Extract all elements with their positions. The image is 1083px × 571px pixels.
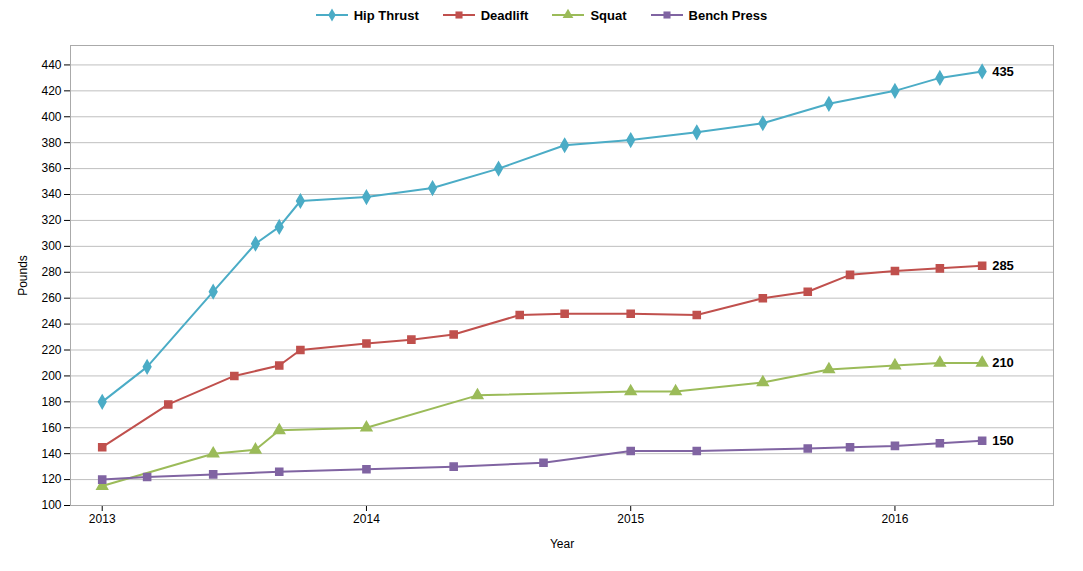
svg-text:2016: 2016 <box>882 512 909 526</box>
svg-text:300: 300 <box>41 239 61 253</box>
svg-text:200: 200 <box>41 369 61 383</box>
svg-text:380: 380 <box>41 136 61 150</box>
svg-text:320: 320 <box>41 213 61 227</box>
svg-text:340: 340 <box>41 187 61 201</box>
svg-text:100: 100 <box>41 498 61 512</box>
svg-text:220: 220 <box>41 343 61 357</box>
svg-text:2014: 2014 <box>353 512 380 526</box>
html-text:Bench Press: Bench Press <box>688 7 768 23</box>
svg-text:260: 260 <box>41 291 61 305</box>
svg-text:285: 285 <box>992 258 1014 273</box>
svg-text:2015: 2015 <box>617 512 644 526</box>
svg-text:2013: 2013 <box>89 512 116 526</box>
svg-text:420: 420 <box>41 84 61 98</box>
svg-text:435: 435 <box>992 64 1014 79</box>
html-text:Squat: Squat <box>590 7 627 23</box>
html-text:Hip Thrust: Hip Thrust <box>353 7 419 23</box>
svg-text:400: 400 <box>41 110 61 124</box>
svg-text:150: 150 <box>992 433 1014 448</box>
html-text:Deadlift: Deadlift <box>480 7 529 23</box>
svg-text:160: 160 <box>41 421 61 435</box>
svg-text:280: 280 <box>41 265 61 279</box>
svg-text:Pounds: Pounds <box>16 255 30 296</box>
svg-text:240: 240 <box>41 317 61 331</box>
svg-text:180: 180 <box>41 395 61 409</box>
svg-text:360: 360 <box>41 161 61 175</box>
svg-text:120: 120 <box>41 472 61 486</box>
svg-text:Year: Year <box>550 537 574 551</box>
svg-text:210: 210 <box>992 355 1014 370</box>
svg-text:440: 440 <box>41 58 61 72</box>
svg-text:140: 140 <box>41 447 61 461</box>
